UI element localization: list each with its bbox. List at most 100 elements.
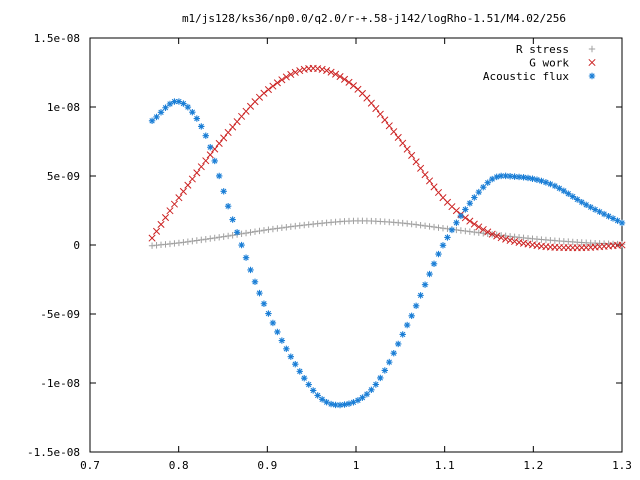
data-point <box>452 207 460 215</box>
data-point <box>421 222 429 230</box>
data-point <box>466 200 474 207</box>
data-point <box>184 103 192 111</box>
data-point <box>511 237 519 246</box>
data-point <box>233 118 241 126</box>
data-point <box>332 401 339 409</box>
data-point <box>502 235 510 243</box>
data-point <box>403 145 411 153</box>
data-point <box>524 240 532 248</box>
data-point <box>216 234 223 241</box>
x-tick-label: 1.1 <box>435 459 455 472</box>
data-point <box>314 65 322 73</box>
data-point <box>202 236 209 243</box>
data-point <box>327 68 335 76</box>
data-point <box>170 200 178 208</box>
data-point <box>425 177 434 185</box>
data-point <box>471 194 478 201</box>
data-point <box>609 215 617 222</box>
data-point <box>506 236 514 244</box>
data-point <box>368 386 375 394</box>
data-point <box>273 79 281 87</box>
data-point <box>372 104 380 113</box>
data-point <box>157 220 165 228</box>
data-point <box>551 182 559 190</box>
x-tick-label: 1.3 <box>612 459 632 472</box>
data-point <box>448 226 456 234</box>
data-point <box>489 175 496 183</box>
data-point <box>386 358 393 366</box>
data-point <box>292 222 299 230</box>
data-point <box>292 361 299 368</box>
data-point <box>166 100 174 108</box>
data-point <box>466 228 474 235</box>
data-point <box>341 401 348 408</box>
data-point <box>166 207 174 215</box>
data-point <box>265 226 272 233</box>
data-point <box>314 392 321 399</box>
axes: 0.7 0.8 0.9 1 1.1 1.2 1.3 -1.5e-08 -1e-08 -5e-09 0… <box>27 32 632 472</box>
data-point <box>600 210 608 218</box>
data-point <box>596 208 603 216</box>
data-point <box>390 350 397 357</box>
data-point <box>475 229 482 236</box>
data-point <box>207 144 214 151</box>
data-point <box>480 184 487 191</box>
data-point <box>278 337 286 344</box>
data-point <box>189 237 196 245</box>
data-point <box>188 175 196 183</box>
y-tick-label: -1e-08 <box>40 377 80 390</box>
data-point <box>202 157 210 165</box>
data-point <box>274 225 281 232</box>
data-point <box>515 173 523 181</box>
x-tick-label: 1.2 <box>523 459 543 472</box>
data-point <box>556 185 563 192</box>
data-point <box>260 89 268 97</box>
data-point <box>417 164 425 172</box>
data-point <box>309 387 317 394</box>
data-point <box>457 212 465 220</box>
legend-marker <box>588 58 596 67</box>
data-point <box>480 230 487 237</box>
data-point <box>318 396 326 403</box>
data-point <box>336 73 344 81</box>
data-point <box>220 188 227 195</box>
data-point <box>466 217 474 225</box>
data-point <box>260 300 268 307</box>
data-point <box>152 227 161 235</box>
data-point <box>394 133 402 141</box>
data-point <box>408 220 415 228</box>
data-point <box>224 202 232 210</box>
data-point <box>430 183 438 191</box>
data-point <box>179 187 187 196</box>
data-point <box>502 172 509 180</box>
data-point <box>484 228 492 236</box>
data-point <box>264 86 272 94</box>
data-point <box>283 345 290 353</box>
data-point <box>211 157 218 165</box>
data-point <box>171 240 178 247</box>
data-point <box>395 340 402 348</box>
data-point <box>157 109 165 116</box>
data-point <box>497 234 505 242</box>
data-point <box>430 223 438 231</box>
data-point <box>340 75 349 83</box>
data-point <box>282 73 290 81</box>
data-point <box>475 188 482 196</box>
data-point <box>435 250 442 258</box>
data-point <box>229 123 237 131</box>
data-point <box>202 132 209 139</box>
data-point <box>287 223 295 230</box>
data-point <box>238 241 245 249</box>
data-point <box>457 227 465 234</box>
data-point <box>439 242 447 249</box>
x-tick-label: 0.9 <box>257 459 277 472</box>
data-point <box>327 400 335 408</box>
data-point <box>462 206 469 213</box>
data-point <box>444 225 451 232</box>
y-tick-label: 1e-08 <box>47 101 80 114</box>
data-point <box>528 241 537 249</box>
data-point <box>475 223 483 231</box>
x-tick-label: 1 <box>353 459 360 472</box>
data-point <box>171 98 178 105</box>
data-point <box>211 234 218 242</box>
